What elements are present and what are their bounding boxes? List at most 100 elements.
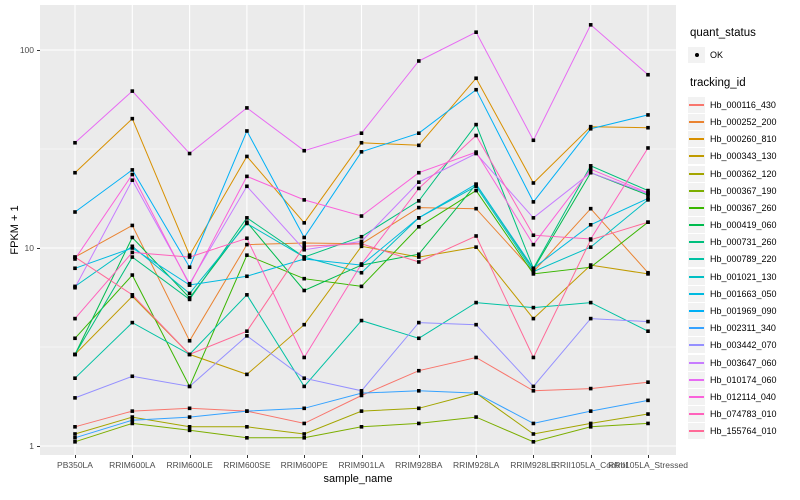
x-tick-label: RRIM600PE bbox=[280, 460, 328, 470]
data-point bbox=[359, 393, 364, 398]
data-point bbox=[302, 406, 306, 411]
legend-entry: Hb_012114_040 bbox=[688, 388, 800, 405]
x-tick-mark bbox=[361, 455, 363, 458]
legend-entry: Hb_000362_120 bbox=[688, 165, 800, 182]
series-line-icon bbox=[689, 292, 704, 295]
series-color-swatch bbox=[688, 337, 705, 354]
series-color-swatch bbox=[688, 199, 705, 216]
data-point bbox=[359, 239, 364, 244]
y-axis-title: FPKM + 1 bbox=[9, 205, 21, 255]
data-point bbox=[531, 200, 536, 204]
data-point bbox=[73, 316, 77, 321]
data-point bbox=[130, 255, 135, 259]
legend-entry-label: Hb_000789_220 bbox=[710, 254, 777, 265]
y-tick-label: 1 bbox=[29, 441, 34, 451]
data-point bbox=[646, 113, 650, 117]
data-point bbox=[531, 421, 536, 426]
x-tick-label: RRII105LA_Control bbox=[553, 460, 628, 470]
data-point bbox=[187, 253, 192, 257]
legend-entry-label: Hb_000343_130 bbox=[710, 151, 777, 162]
legend-entry-label: OK bbox=[710, 49, 724, 60]
data-point bbox=[245, 129, 249, 133]
series-line-icon bbox=[689, 258, 704, 261]
x-tick-label: RRIM600LA bbox=[109, 460, 156, 470]
data-point bbox=[130, 415, 135, 419]
data-point bbox=[588, 164, 593, 168]
series-line-icon bbox=[689, 224, 704, 227]
legend-entry: Hb_000789_220 bbox=[688, 251, 800, 268]
data-point bbox=[646, 329, 650, 334]
data-point bbox=[187, 338, 192, 343]
data-point bbox=[531, 440, 536, 444]
data-point bbox=[417, 186, 421, 191]
series-color-swatch bbox=[688, 371, 705, 388]
series-line-icon bbox=[689, 206, 704, 209]
data-point bbox=[130, 172, 135, 177]
data-point bbox=[130, 273, 135, 277]
data-point bbox=[130, 418, 135, 422]
data-point bbox=[359, 262, 364, 266]
data-point bbox=[302, 148, 306, 153]
data-point bbox=[646, 272, 650, 276]
data-point bbox=[130, 168, 135, 172]
series-line-icon bbox=[689, 138, 704, 141]
data-point bbox=[359, 242, 364, 246]
data-point bbox=[130, 250, 135, 255]
data-point bbox=[245, 242, 249, 247]
data-point bbox=[359, 391, 364, 395]
data-point bbox=[417, 170, 421, 175]
data-point bbox=[73, 432, 77, 436]
black-point-icon bbox=[694, 52, 699, 57]
data-point bbox=[531, 266, 536, 271]
data-point bbox=[245, 184, 249, 189]
data-point bbox=[73, 255, 77, 259]
data-point bbox=[359, 234, 364, 239]
data-point bbox=[531, 305, 536, 310]
data-point bbox=[302, 355, 306, 360]
data-point bbox=[474, 76, 478, 81]
data-point bbox=[417, 224, 421, 229]
data-point bbox=[187, 265, 192, 269]
legend-entry: Hb_000367_260 bbox=[688, 199, 800, 216]
legend-entry: Hb_000731_260 bbox=[688, 234, 800, 251]
data-point bbox=[417, 252, 421, 257]
x-tick-label: RRIM928LE bbox=[510, 460, 557, 470]
data-point bbox=[417, 199, 421, 203]
legend-entry: Hb_003647_060 bbox=[688, 354, 800, 371]
x-tick-mark bbox=[476, 455, 478, 458]
data-point bbox=[474, 30, 478, 34]
data-point bbox=[417, 421, 421, 426]
data-point bbox=[245, 329, 249, 334]
data-point bbox=[474, 150, 478, 154]
data-point bbox=[187, 297, 192, 302]
series-color-swatch bbox=[688, 113, 705, 130]
data-point bbox=[73, 170, 77, 175]
series-line-icon bbox=[689, 327, 704, 330]
legend-entry-ok: OK bbox=[688, 46, 800, 63]
data-point bbox=[187, 384, 192, 389]
legend-entry: Hb_001663_050 bbox=[688, 285, 800, 302]
data-point bbox=[130, 223, 135, 228]
legend-entry: Hb_001969_090 bbox=[688, 302, 800, 320]
legend-entry-label: Hb_000260_810 bbox=[710, 134, 777, 145]
data-point bbox=[417, 59, 421, 63]
series-line-icon bbox=[689, 378, 704, 381]
data-point bbox=[359, 389, 364, 393]
data-point bbox=[245, 334, 249, 338]
data-point bbox=[245, 436, 249, 440]
legend-entry: Hb_000252_200 bbox=[688, 113, 800, 130]
data-point bbox=[474, 300, 478, 305]
plot-canvas bbox=[40, 5, 676, 455]
legend: quant_status OK tracking_id Hb_000116_43… bbox=[688, 27, 800, 440]
quant-status-legend: quant_status OK bbox=[688, 27, 800, 63]
legend-entry-label: Hb_010174_060 bbox=[710, 374, 777, 385]
data-point bbox=[474, 206, 478, 211]
data-point bbox=[302, 322, 306, 327]
data-point bbox=[302, 432, 306, 436]
tracking-id-legend-entries: Hb_000116_430 Hb_000252_200 Hb_000260_810 H… bbox=[688, 96, 800, 440]
series-line-icon bbox=[689, 241, 704, 244]
legend-entry-label: Hb_003442_070 bbox=[710, 340, 777, 351]
data-point bbox=[417, 368, 421, 373]
data-point bbox=[646, 196, 650, 201]
series-line-icon bbox=[689, 430, 704, 433]
